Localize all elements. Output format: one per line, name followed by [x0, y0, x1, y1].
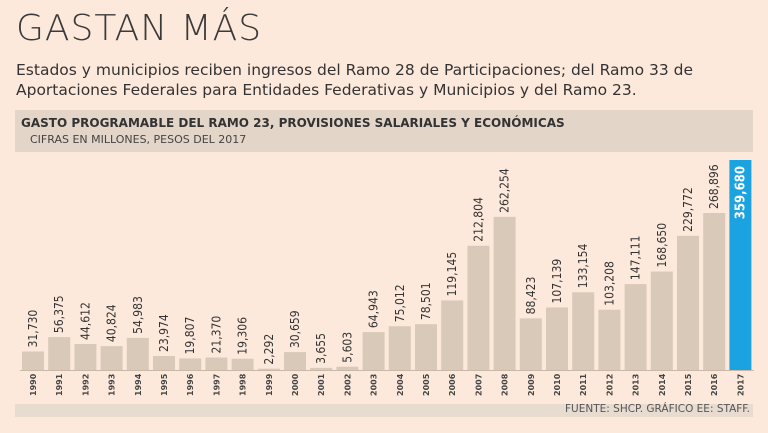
data-label-1992: 44,612	[78, 302, 92, 340]
data-label-1995: 23,974	[157, 314, 171, 352]
data-label-2007: 212,804	[471, 197, 485, 242]
bar-2012	[598, 309, 621, 370]
x-tick-label: 2007	[474, 374, 483, 396]
x-tick-label: 1991	[55, 373, 64, 396]
bar-2005	[415, 324, 437, 370]
data-label-1996: 19,807	[183, 317, 197, 355]
bar-1993	[100, 346, 123, 370]
bar-2000	[284, 352, 306, 370]
bar-2008	[493, 216, 516, 370]
x-tick-label: 2001	[317, 373, 326, 396]
bar-1990	[22, 351, 44, 370]
data-label-2013: 147,111	[629, 235, 643, 280]
x-tick-label: 2013	[632, 374, 641, 396]
x-tick-label: 2010	[553, 373, 562, 396]
chart-subtitle: CIFRAS EN MILLONES, PESOS DEL 2017	[30, 133, 247, 146]
x-tick-label: 1994	[134, 373, 143, 396]
bar-1992	[74, 343, 97, 370]
data-label-2005: 78,501	[419, 282, 433, 320]
chart-header-band	[15, 110, 753, 152]
page-title: GASTAN MÁS	[16, 8, 263, 49]
footer-band	[15, 404, 753, 417]
data-label-2015: 229,772	[681, 187, 695, 232]
bar-2009	[519, 318, 542, 370]
data-label-2014: 168,650	[655, 223, 669, 268]
data-label-1990: 31,730	[26, 310, 40, 348]
data-label-2004: 75,012	[393, 284, 407, 322]
x-tick-label: 2005	[422, 373, 431, 396]
x-tick-label: 2014	[658, 373, 667, 396]
x-tick-label: 2006	[448, 373, 457, 396]
bar-2015	[677, 235, 699, 370]
bar-1996	[179, 358, 202, 370]
data-label-1991: 56,375	[52, 295, 66, 333]
data-label-1993: 40,824	[105, 304, 119, 342]
x-tick-label: 2012	[605, 374, 614, 396]
bar-2004	[388, 326, 411, 370]
x-tick-label: 1997	[212, 374, 221, 396]
bar-2014	[650, 271, 673, 370]
data-label-2010: 107,139	[550, 259, 564, 304]
bar-2001	[310, 367, 333, 370]
bar-1998	[231, 358, 254, 370]
x-tick-label: 2004	[396, 373, 405, 396]
x-tick-label: 2002	[343, 374, 352, 396]
x-tick-label: 2000	[291, 373, 300, 396]
data-label-2003: 64,943	[367, 290, 381, 328]
x-tick-label: 2008	[501, 373, 510, 396]
bar-1995	[153, 356, 175, 370]
bar-2016	[703, 213, 726, 370]
data-label-2016: 268,896	[707, 164, 721, 209]
x-tick-label: 2015	[684, 373, 693, 396]
x-tick-label: 2017	[736, 374, 745, 396]
bar-1991	[48, 337, 71, 370]
x-tick-label: 1992	[81, 374, 90, 396]
x-tick-label: 1995	[160, 373, 169, 396]
x-tick-label: 1999	[265, 373, 274, 396]
bar-2007	[467, 245, 490, 370]
data-label-1997: 21,370	[209, 316, 223, 354]
data-label-2011: 133,154	[576, 243, 590, 288]
data-label-2000: 30,659	[288, 310, 302, 348]
bar-2013	[624, 284, 647, 370]
x-tick-label: 1990	[29, 373, 38, 396]
data-label-1998: 19,306	[236, 317, 250, 355]
data-label-2002: 5,603	[340, 332, 354, 363]
x-tick-label: 1998	[239, 373, 248, 396]
x-tick-label: 1993	[108, 374, 117, 396]
data-label-1994: 54,983	[131, 296, 145, 334]
chart-title: GASTO PROGRAMABLE DEL RAMO 23, PROVISION…	[21, 116, 565, 130]
source-note: FUENTE: SHCP. GRÁFICO EE: STAFF.	[565, 403, 750, 415]
bar-1999	[257, 368, 280, 370]
data-label-2006: 119,145	[445, 252, 459, 297]
bar-2003	[362, 332, 385, 370]
bar-2017	[729, 160, 752, 370]
x-tick-label: 2011	[579, 373, 588, 396]
bar-1994	[126, 337, 149, 370]
bar-1997	[205, 357, 228, 370]
bar-2011	[572, 292, 595, 370]
bar-2006	[441, 300, 464, 370]
x-tick-label: 2016	[710, 373, 719, 396]
data-label-1999: 2,292	[262, 334, 276, 365]
page-subtitle: Estados y municipios reciben ingresos de…	[16, 61, 694, 99]
x-tick-label: 2003	[370, 374, 379, 396]
data-label-2017: 359,680	[733, 166, 748, 219]
data-label-2009: 88,423	[524, 277, 538, 315]
data-label-2001: 3,655	[314, 333, 328, 364]
data-label-2012: 103,208	[602, 261, 616, 306]
data-label-2008: 262,254	[498, 168, 512, 213]
bar-2002	[336, 366, 359, 370]
x-tick-label: 1996	[186, 373, 195, 396]
bar-2010	[546, 307, 568, 370]
x-tick-label: 2009	[527, 373, 536, 396]
